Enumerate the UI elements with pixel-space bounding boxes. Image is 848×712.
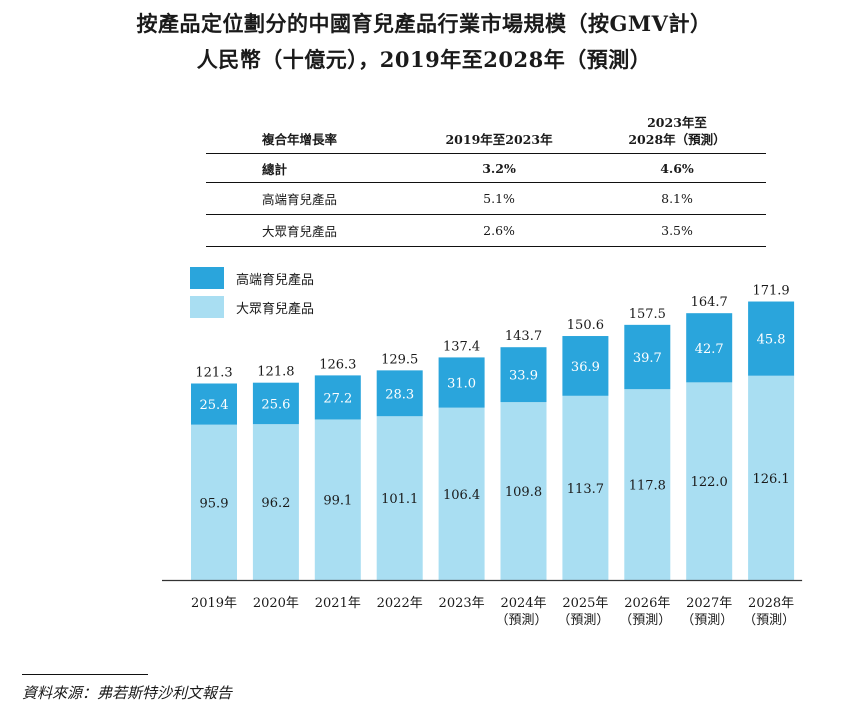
bar-mass: [252, 424, 299, 580]
x-tick-label: 2022年: [377, 596, 423, 611]
bar-total-label: 157.5: [629, 307, 666, 322]
legend-label-mass: 大眾育兒產品: [236, 302, 315, 317]
bar-mass-label: 96.2: [261, 496, 290, 511]
cagr-header-label: 複合年增長率: [206, 108, 411, 154]
x-tick-label: 2025年: [562, 596, 608, 611]
cagr-header-period2-line2: 2028年（預測）: [628, 132, 726, 147]
bar-mass-label: 117.8: [629, 479, 666, 494]
bar-mass: [562, 395, 609, 580]
bar-mass-label: 106.4: [443, 488, 480, 503]
bar-premium-label: 33.9: [509, 369, 538, 384]
bar-premium-label: 31.0: [447, 377, 476, 392]
cagr-row-value1: 3.2%: [410, 153, 589, 183]
bar-premium: [438, 357, 485, 408]
x-tick-label: 2027年: [686, 596, 732, 611]
legend-swatch-premium: [190, 267, 224, 289]
bar-mass-label: 113.7: [567, 482, 604, 497]
x-tick-note: （預測）: [681, 613, 733, 628]
bar-premium: [748, 301, 795, 376]
bar-premium-label: 25.4: [200, 398, 229, 413]
cagr-row-mass: 大眾育兒產品 2.6% 3.5%: [206, 214, 766, 247]
bar-premium: [624, 324, 671, 390]
cagr-row-label: 總計: [206, 153, 411, 183]
cagr-row-value1: 5.1%: [410, 182, 589, 215]
bar-mass: [191, 424, 237, 580]
cagr-table: 複合年增長率 2019年至2023年 2023年至 2028年（預測） 總計 3…: [206, 108, 766, 247]
cagr-row-label: 高端育兒產品: [206, 182, 411, 215]
bar-premium-label: 25.6: [261, 397, 290, 412]
bar-premium: [252, 382, 299, 425]
bar-premium-label: 42.7: [695, 342, 724, 357]
bar-mass: [624, 389, 671, 580]
bar-mass: [686, 382, 733, 580]
cagr-row-premium: 高端育兒產品 5.1% 8.1%: [206, 182, 766, 215]
x-tick-label: 2028年: [748, 596, 794, 611]
bar-mass-label: 95.9: [200, 496, 229, 511]
bar-mass: [438, 407, 485, 580]
bar-total-label: 121.8: [257, 365, 294, 380]
bar-premium-label: 36.9: [571, 360, 600, 375]
bar-premium: [500, 347, 547, 403]
bar-mass-label: 126.1: [752, 472, 789, 487]
bar-mass-label: 101.1: [381, 492, 418, 507]
bar-total-label: 150.6: [567, 318, 604, 333]
chart-subtitle: 人民幣（十億元），2019年至2028年（預測）: [196, 47, 652, 72]
source-note: 資料來源：弗若斯特沙利文報告: [22, 684, 233, 702]
bar-total-label: 126.3: [319, 357, 356, 372]
bar-total-label: 164.7: [691, 295, 728, 310]
x-tick-label: 2021年: [315, 596, 361, 611]
bar-mass: [748, 375, 795, 580]
cagr-header-period2-line1: 2023年至: [647, 115, 707, 130]
cagr-row-value2: 4.6%: [588, 153, 766, 183]
bar-total-label: 171.9: [752, 284, 789, 299]
cagr-header-period2: 2023年至 2028年（預測）: [588, 108, 766, 154]
bar-mass-label: 109.8: [505, 485, 542, 500]
cagr-row-label: 大眾育兒產品: [206, 214, 411, 247]
x-tick-label: 2019年: [191, 596, 237, 611]
x-tick-label: 2023年: [439, 596, 485, 611]
x-tick-label: 2026年: [624, 596, 670, 611]
bar-premium-label: 28.3: [385, 387, 414, 402]
bar-total-label: 143.7: [505, 329, 542, 344]
cagr-row-value2: 3.5%: [588, 214, 766, 247]
bar-premium: [314, 375, 361, 420]
bar-total-label: 129.5: [381, 352, 418, 367]
x-tick-note: （預測）: [557, 613, 609, 628]
chart-title: 按產品定位劃分的中國育兒產品行業市場規模（按GMV計）: [136, 11, 712, 36]
x-tick-note: （預測）: [619, 613, 671, 628]
bar-total-label: 121.3: [195, 365, 232, 380]
bar-premium: [376, 370, 423, 417]
bar-mass: [376, 416, 423, 580]
x-tick-label: 2020年: [253, 596, 299, 611]
bar-premium-label: 45.8: [757, 333, 786, 348]
x-tick-note: （預測）: [743, 613, 795, 628]
bar-mass: [314, 419, 361, 580]
x-tick-note: （預測）: [495, 613, 547, 628]
bar-mass: [500, 402, 547, 580]
cagr-row-value2: 8.1%: [588, 182, 766, 215]
legend-label-premium: 高端育兒產品: [236, 273, 315, 288]
cagr-header-period1: 2019年至2023年: [410, 108, 589, 154]
bar-premium-label: 39.7: [633, 351, 662, 366]
bar-premium: [562, 336, 609, 396]
bar-premium: [686, 313, 733, 383]
bar-mass-label: 122.0: [691, 475, 728, 490]
cagr-row-total: 總計 3.2% 4.6%: [206, 153, 766, 183]
bar-mass-label: 99.1: [323, 494, 352, 509]
cagr-header-row: 複合年增長率 2019年至2023年 2023年至 2028年（預測）: [206, 108, 766, 154]
x-tick-label: 2024年: [500, 596, 546, 611]
bar-premium: [191, 383, 237, 425]
legend-swatch-mass: [190, 296, 224, 318]
cagr-row-value1: 2.6%: [410, 214, 589, 247]
bar-premium-label: 27.2: [323, 391, 352, 406]
source-divider: [22, 674, 148, 675]
bar-total-label: 137.4: [443, 339, 480, 354]
